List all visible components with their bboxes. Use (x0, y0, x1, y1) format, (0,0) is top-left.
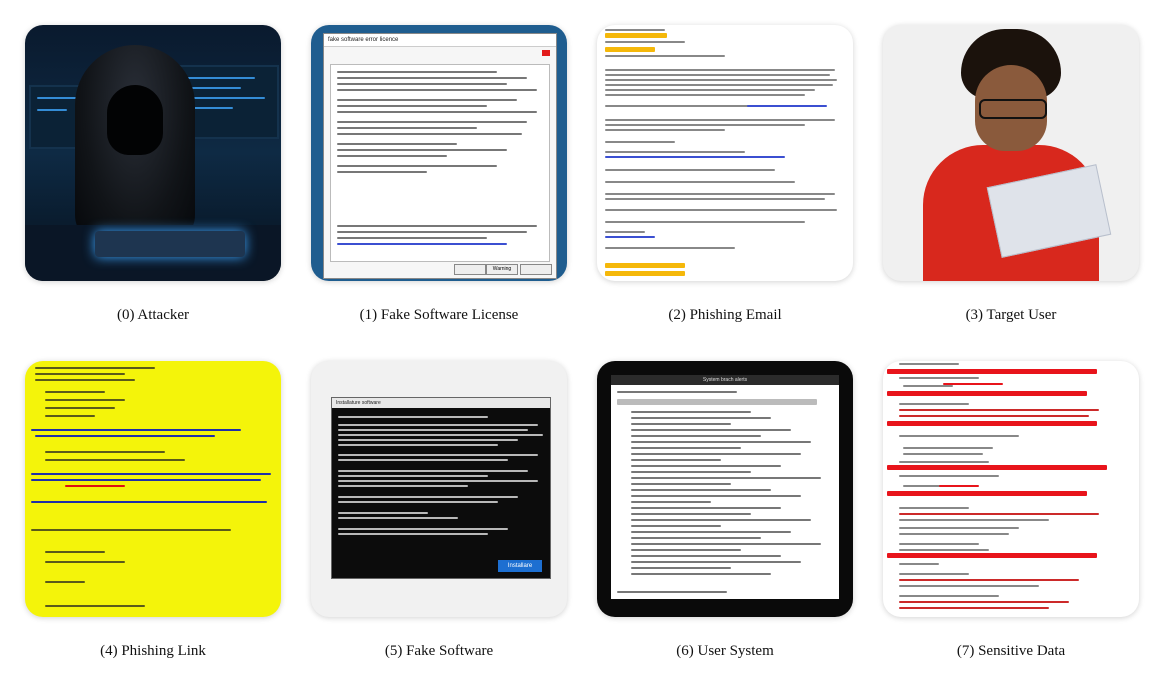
license-window-titlebar: fake software error licence (324, 34, 556, 47)
caption-phishing-email: (2) Phishing Email (668, 307, 782, 323)
sensitive-data-screenshot (883, 361, 1139, 617)
license-dialog-window: fake software error licence (323, 33, 557, 279)
glasses (979, 99, 1047, 119)
installer-terminal-window: Installature software Installare (331, 397, 551, 579)
phishing-link-screenshot (25, 361, 281, 617)
license-cancel-button[interactable] (520, 264, 552, 275)
caption-user-system: (6) User System (676, 643, 774, 659)
error-flag-icon (542, 50, 550, 56)
target-user-illustration (883, 25, 1139, 281)
license-warning-button[interactable]: Warning (486, 264, 518, 275)
caption-phishing-link: (4) Phishing Link (100, 643, 206, 659)
fake-license-screenshot: fake software error licence (311, 25, 567, 281)
caption-fake-software-license: (1) Fake Software License (359, 307, 519, 323)
fake-software-screenshot: Installature software Installare (311, 361, 567, 617)
caption-attacker: (0) Attacker (116, 307, 190, 323)
caption-sensitive-data: (7) Sensitive Data (956, 643, 1066, 659)
shadowed-face (107, 85, 163, 155)
attacker-illustration (25, 25, 281, 281)
caption-fake-software: (5) Fake Software (384, 643, 494, 659)
install-button[interactable]: Installare (498, 560, 542, 572)
caption-target-user: (3) Target User (965, 307, 1057, 323)
phishing-email-screenshot (597, 25, 853, 281)
installer-titlebar: Installature software (332, 398, 550, 408)
system-alert-window: System brach alerts (611, 375, 839, 599)
license-sign-button[interactable] (454, 264, 486, 275)
user-system-screenshot: System brach alerts (597, 361, 853, 617)
license-text-box (330, 64, 550, 262)
worried-face (975, 65, 1047, 151)
system-window-titlebar: System brach alerts (611, 375, 839, 385)
glowing-keyboard (95, 231, 245, 257)
